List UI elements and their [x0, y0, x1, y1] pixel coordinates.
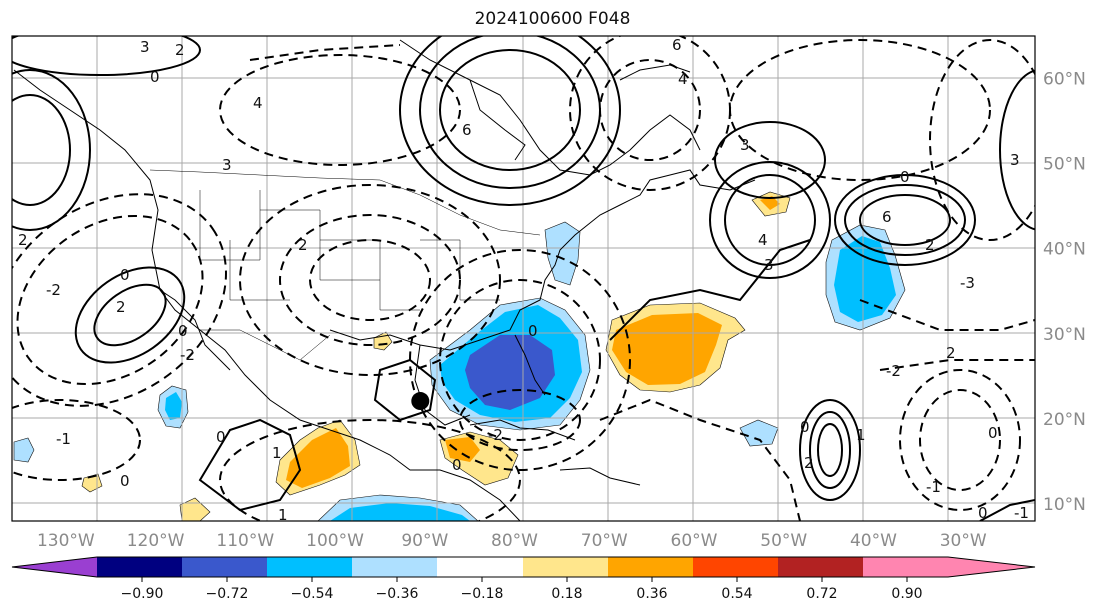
- lat-label-30n: 30°N: [1043, 325, 1086, 345]
- lon-label-30w: 30°W: [940, 531, 987, 551]
- colorbar-tick: 0.90: [891, 586, 922, 602]
- map-frame: [11, 35, 1036, 522]
- contour-label: 0: [528, 322, 538, 340]
- colorbar-tick: 0.54: [721, 586, 752, 602]
- colorbar-segment: [693, 557, 778, 577]
- contour-label: 6: [882, 208, 892, 226]
- lon-label-70w: 70°W: [581, 531, 628, 551]
- contour-label: 0: [900, 168, 910, 186]
- shade-midatlantic-negative-mid: [834, 236, 896, 322]
- contour-label: -3: [960, 274, 975, 292]
- lat-label-10n: 10°N: [1043, 495, 1086, 515]
- contour-label: 2: [298, 236, 308, 254]
- contour-label: 3: [764, 256, 774, 274]
- contour-label: 0: [452, 456, 462, 474]
- shade-west-negative: [13, 437, 35, 463]
- latitude-labels: 60°N 50°N 40°N 30°N 20°N 10°N: [1043, 70, 1086, 515]
- contour-label: 3: [740, 136, 750, 154]
- contour-label: -2: [46, 281, 61, 299]
- colorbar-segment: [608, 557, 693, 577]
- coastlines: [13, 39, 756, 521]
- lat-label-40n: 40°N: [1043, 240, 1086, 260]
- colorbar-extend-left: [12, 557, 97, 577]
- colorbar-segment: [437, 557, 523, 577]
- colorbar-tick: 0.18: [551, 586, 582, 602]
- contour-label: 3: [140, 38, 150, 56]
- colorbar-tick: −0.36: [376, 586, 419, 602]
- contour-label: 6: [462, 121, 472, 139]
- contour-label: 0: [120, 266, 130, 284]
- lon-label-130w: 130°W: [37, 531, 95, 551]
- lon-label-100w: 100°W: [306, 531, 364, 551]
- contour-label: 2: [804, 454, 814, 472]
- contour-label: 4: [678, 70, 688, 88]
- colorbar-tick: −0.72: [206, 586, 249, 602]
- shade-atl-small-positive-mid: [760, 196, 780, 210]
- lat-label-20n: 20°N: [1043, 410, 1086, 430]
- contour-label: -2: [886, 362, 901, 380]
- colorbar-segment: [182, 557, 267, 577]
- longitude-labels: 130°W 120°W 110°W 100°W 90°W 80°W 70°W 6…: [37, 531, 987, 551]
- shade-pacific-negative-mid: [165, 392, 182, 420]
- colorbar-segment: [523, 557, 608, 577]
- contour-label: 0: [978, 504, 988, 522]
- colorbar-segment: [778, 557, 863, 577]
- contour-label: 0: [800, 418, 810, 436]
- lon-label-50w: 50°W: [760, 531, 807, 551]
- contour-label: -1: [1014, 504, 1029, 522]
- lon-label-60w: 60°W: [671, 531, 718, 551]
- contour-label: 6: [672, 36, 682, 54]
- colorbar-tick: −0.18: [461, 586, 504, 602]
- contour-labels: 3 2 0 4 6 3 4 6 3 4 3 2 2 0 2 -2 0 -2 0 …: [18, 36, 1029, 524]
- colorbar-tick: 0.36: [636, 586, 667, 602]
- lon-label-40w: 40°W: [850, 531, 897, 551]
- contour-label: -1: [56, 430, 71, 448]
- shade-mexico-positive-mid: [286, 428, 350, 488]
- lat-label-50n: 50°N: [1043, 155, 1086, 175]
- colorbar-segment: [352, 557, 437, 577]
- contour-label: -1: [926, 478, 941, 496]
- shade-south-negative-mid: [330, 503, 470, 521]
- lon-label-110w: 110°W: [216, 531, 274, 551]
- contour-label: 0: [120, 472, 130, 490]
- contour-label: 2: [116, 298, 126, 316]
- contour-label: 4: [253, 94, 263, 112]
- colorbar-tick: −0.90: [121, 586, 164, 602]
- contour-label: 0: [178, 322, 188, 340]
- contour-label: 2: [175, 41, 185, 59]
- contour-label: -2: [488, 426, 503, 444]
- shade-east-small-negative: [739, 419, 779, 447]
- contour-label: 0: [216, 428, 226, 446]
- colorbar-segment: [97, 557, 182, 577]
- political-borders: [149, 169, 541, 361]
- colorbar-segment: [267, 557, 352, 577]
- shade-ne-coast-negative: [544, 221, 581, 286]
- contour-label: 3: [1010, 151, 1020, 169]
- contour-label: 0: [988, 424, 998, 442]
- contours-dashed: [12, 36, 1035, 521]
- contour-label: 2: [925, 236, 935, 254]
- shade-atlantic-positive-mid: [612, 313, 722, 385]
- colorbar-extend-right: [863, 557, 1035, 577]
- contour-label: 3: [222, 156, 232, 174]
- colorbar: −0.90 −0.72 −0.54 −0.36 −0.18 0.18 0.36 …: [11, 556, 1036, 602]
- contour-label: 4: [758, 231, 768, 249]
- contour-label: 2: [946, 344, 956, 362]
- lon-label-120w: 120°W: [127, 531, 185, 551]
- contour-label: 0: [150, 68, 160, 86]
- colorbar-tick: −0.54: [291, 586, 334, 602]
- storm-position-marker: [411, 392, 430, 411]
- shade-caribbean-positive-mid: [445, 437, 480, 462]
- lon-label-80w: 80°W: [491, 531, 538, 551]
- contour-label: 1: [856, 426, 866, 444]
- map-title: 2024100600 F048: [474, 9, 631, 29]
- contour-label: -2: [180, 346, 195, 364]
- contour-label: 1: [278, 506, 288, 524]
- lon-label-90w: 90°W: [401, 531, 448, 551]
- lat-label-60n: 60°N: [1043, 70, 1086, 90]
- colorbar-tick: 0.72: [806, 586, 837, 602]
- contour-label: 1: [272, 444, 282, 462]
- contour-label: 2: [18, 231, 28, 249]
